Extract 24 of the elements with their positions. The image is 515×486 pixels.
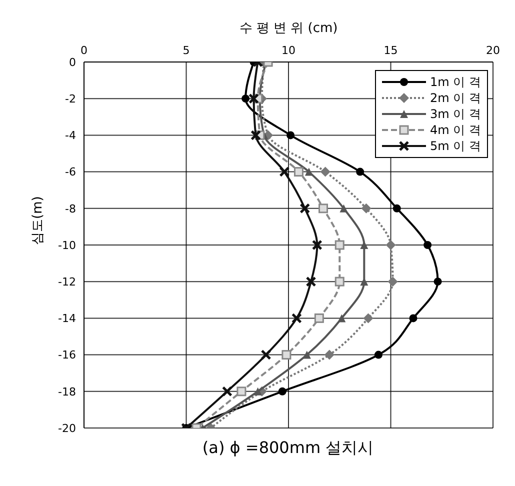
text: (a) ϕ =800mm 설치시: [201, 438, 375, 459]
y-tick-label: -10: [58, 238, 76, 252]
y-tick-label: -20: [58, 422, 76, 435]
x-axis-title: 수 평 변 위 (cm): [239, 21, 338, 36]
y-tick-label: -14: [58, 312, 76, 326]
legend-label: 3m 이 격: [430, 106, 481, 122]
y-tick-label: -16: [58, 348, 76, 362]
legend-label: 4m 이 격: [430, 122, 481, 138]
y-tick-label: -8: [65, 202, 76, 216]
x-tick-label: 0: [80, 44, 88, 57]
y-tick-label: -12: [58, 276, 76, 289]
legend-label: 2m 이 격: [430, 90, 481, 106]
legend-label: 1m 이 격: [430, 74, 481, 90]
x-tick-label: 20: [486, 44, 500, 57]
x-tick-label: 10: [282, 44, 296, 57]
y-tick-label: -4: [65, 129, 76, 142]
y-tick-label: -18: [58, 385, 76, 398]
legend-label: 5m 이 격: [430, 138, 481, 154]
y-tick-label: -6: [65, 166, 76, 179]
x-tick-label: 5: [182, 44, 190, 57]
y-tick-label: -2: [65, 92, 76, 106]
y-axis-title: 심도(m): [30, 196, 46, 245]
y-tick-label: 0: [69, 56, 76, 69]
x-tick-label: 15: [384, 44, 398, 57]
